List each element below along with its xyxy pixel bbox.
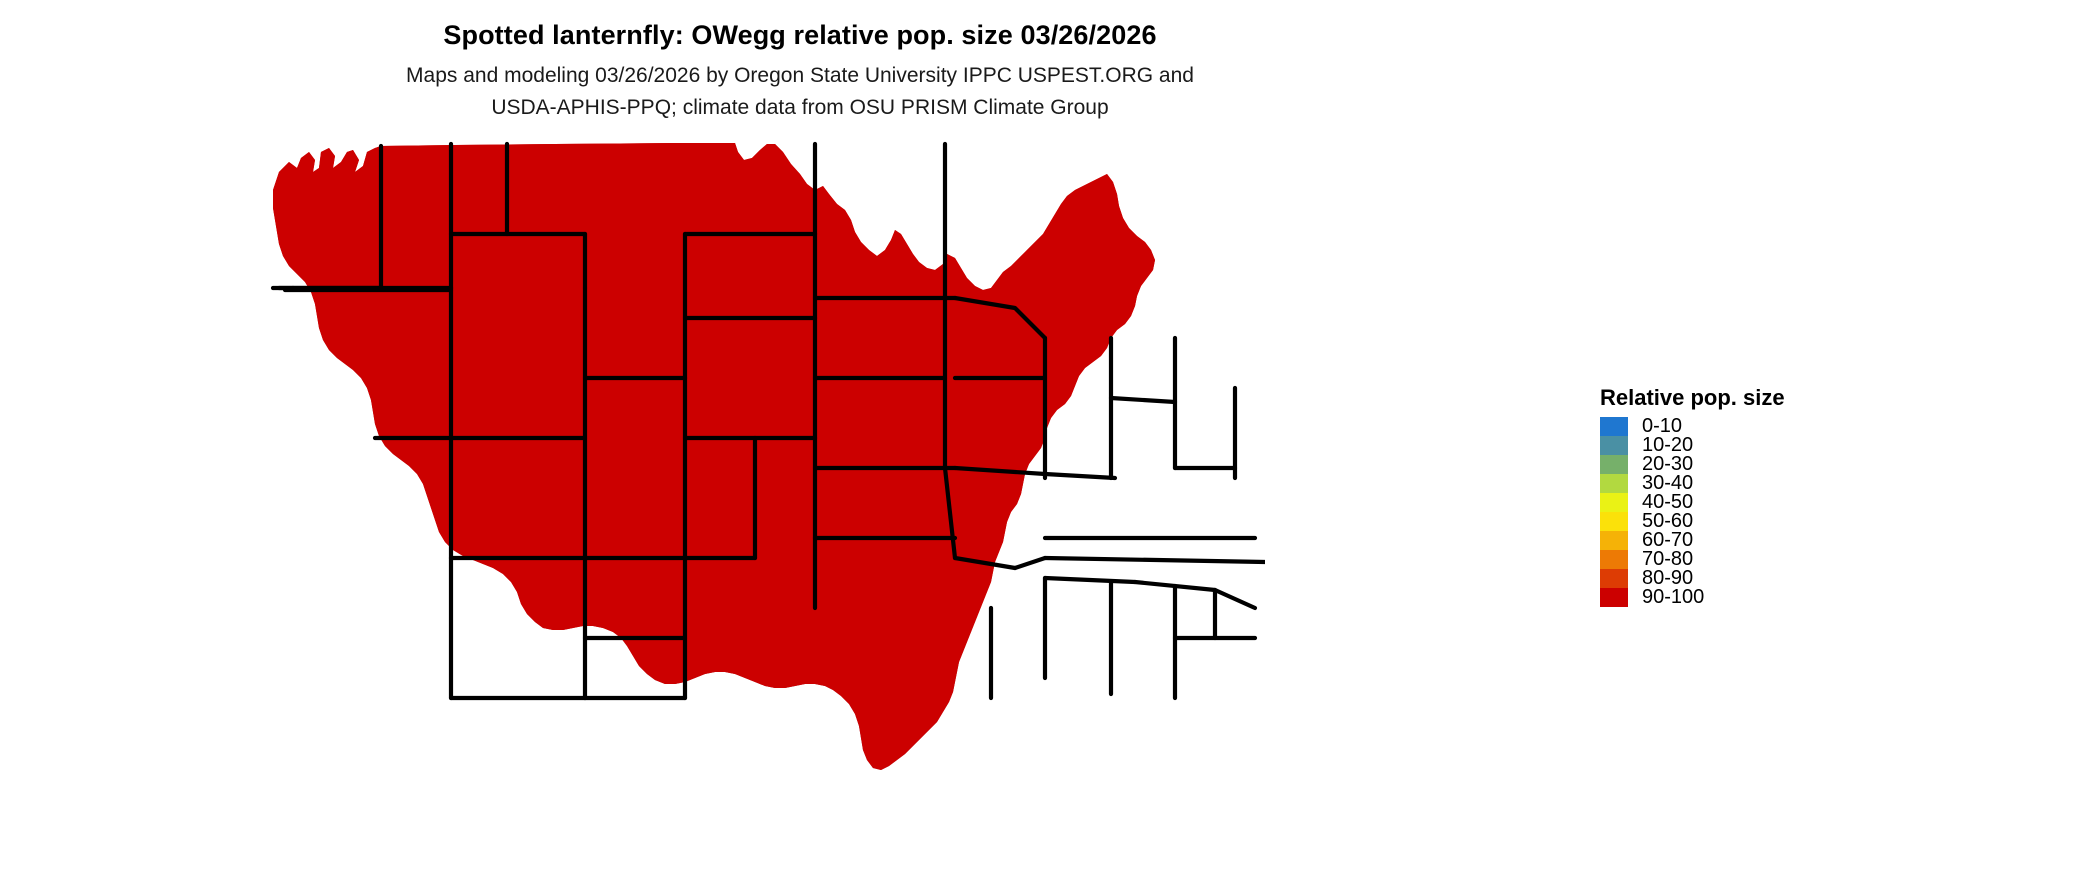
legend-rows: 0-10 10-20 20-30 30-40 40-50 50-60 60-70 70-80 8…	[1600, 415, 1930, 608]
legend-label: 30-40	[1642, 472, 1694, 494]
legend-swatch	[1600, 550, 1628, 569]
page-subtitle: Maps and modeling 03/26/2026 by Oregon S…	[0, 60, 1600, 124]
legend-swatch	[1600, 474, 1628, 493]
legend-swatch	[1600, 569, 1628, 588]
subtitle-line-2: USDA-APHIS-PPQ; climate data from OSU PR…	[491, 96, 1109, 119]
legend-label: 20-30	[1642, 453, 1694, 475]
page-title: Spotted lanternfly: OWegg relative pop. …	[443, 20, 1157, 50]
legend-label: 40-50	[1642, 491, 1694, 513]
legend-title: Relative pop. size	[1600, 385, 1785, 410]
title-block: Spotted lanternfly: OWegg relative pop. …	[0, 0, 1600, 124]
state-boundaries	[273, 143, 1265, 770]
legend-label: 90-100	[1642, 586, 1705, 608]
legend-item: 50-60	[1600, 510, 1930, 532]
legend-label: 80-90	[1642, 567, 1694, 589]
legend-item: 80-90	[1600, 567, 1930, 589]
legend-item: 0-10	[1600, 415, 1930, 437]
legend-label: 0-10	[1642, 415, 1683, 437]
legend-swatch	[1600, 588, 1628, 607]
legend-swatch	[1600, 436, 1628, 455]
legend-swatch	[1600, 417, 1628, 436]
legend-label: 70-80	[1642, 548, 1694, 570]
legend-item: 60-70	[1600, 529, 1930, 551]
legend-item: 20-30	[1600, 453, 1930, 475]
legend-swatch	[1600, 512, 1628, 531]
legend-swatch	[1600, 531, 1628, 550]
legend-label: 60-70	[1642, 529, 1694, 551]
us-choropleth-map	[255, 138, 1265, 878]
legend-item: 70-80	[1600, 548, 1930, 570]
legend-item: 90-100	[1600, 586, 1930, 608]
legend-label: 10-20	[1642, 434, 1694, 456]
legend-item: 40-50	[1600, 491, 1930, 513]
legend-item: 30-40	[1600, 472, 1930, 494]
legend-swatch	[1600, 493, 1628, 512]
map-svg	[255, 138, 1265, 878]
subtitle-line-1: Maps and modeling 03/26/2026 by Oregon S…	[406, 64, 1194, 87]
legend: Relative pop. size 0-10 10-20 20-30 30-40 40…	[1600, 385, 1930, 607]
legend-label: 50-60	[1642, 510, 1694, 532]
map-raster-layer	[255, 138, 1265, 878]
legend-swatch	[1600, 455, 1628, 474]
legend-item: 10-20	[1600, 434, 1930, 456]
